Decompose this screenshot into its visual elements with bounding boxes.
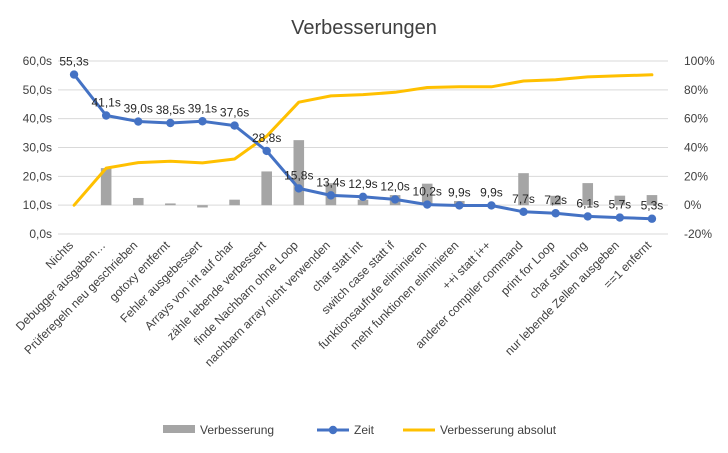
bar (421, 183, 433, 206)
left-tick-label: 60,0s (23, 54, 52, 68)
zeit-point (294, 184, 303, 193)
zeit-data-label: 5,7s (608, 198, 631, 212)
left-tick-label: 50,0s (23, 83, 52, 97)
zeit-point (69, 70, 79, 79)
bar (261, 171, 272, 206)
zeit-data-label: 10,2s (413, 185, 442, 199)
right-tick-label: -20% (684, 227, 712, 241)
zeit-data-label: 5,3s (641, 199, 664, 213)
zeit-point (198, 117, 207, 126)
right-tick-label: 40% (684, 141, 708, 155)
bar (518, 173, 529, 206)
legend-label: Zeit (354, 423, 375, 437)
zeit-point (551, 209, 560, 218)
bar (582, 183, 594, 206)
zeit-point (647, 214, 657, 223)
zeit-data-label: 13,4s (316, 175, 345, 189)
right-tick-label: 100% (684, 54, 715, 68)
zeit-point (519, 207, 528, 216)
zeit-point (101, 111, 111, 120)
zeit-data-label: 39,1s (188, 101, 217, 115)
zeit-data-label: 55,3s (59, 55, 88, 69)
legend-item: Zeit (317, 423, 375, 437)
zeit-data-label: 6,1s (576, 196, 599, 210)
left-tick-label: 10,0s (23, 198, 52, 212)
zeit-point (583, 212, 592, 221)
legend: Verbesserung Zeit Verbesserung absolut (163, 423, 557, 437)
legend-label: Verbesserung (200, 423, 274, 437)
legend-label: Verbesserung absolut (440, 423, 557, 437)
left-tick-label: 20,0s (23, 169, 52, 183)
zeit-data-label: 12,9s (348, 177, 377, 191)
bar (165, 203, 176, 206)
bar (357, 199, 369, 206)
left-axis: 0,0s 10,0s 20,0s 30,0s 40,0s 50,0s 60,0s (23, 54, 52, 241)
zeit-point (615, 213, 625, 222)
zeit-data-label: 37,6s (220, 106, 249, 120)
zeit-point (487, 201, 496, 210)
bar (229, 199, 240, 206)
zeit-point (230, 121, 239, 130)
zeit-data-label: 41,1s (91, 95, 120, 109)
bar (100, 168, 112, 206)
right-tick-label: 80% (684, 83, 708, 97)
bar (614, 195, 626, 206)
bar (293, 140, 305, 206)
bar (197, 205, 208, 208)
right-tick-label: 20% (684, 169, 708, 183)
left-tick-label: 40,0s (23, 112, 52, 126)
zeit-data-label: 38,5s (156, 103, 185, 117)
right-axis: -20% 0% 20% 40% 60% 80% 100% (684, 54, 715, 241)
zeit-data-label: 7,7s (512, 192, 535, 206)
zeit-data-label: 28,8s (252, 131, 281, 145)
zeit-point (358, 192, 368, 202)
zeit-data-label: 9,9s (448, 185, 471, 199)
left-tick-label: 30,0s (23, 141, 52, 155)
zeit-point (326, 191, 336, 200)
legend-marker (328, 425, 338, 435)
zeit-data-label: 7,2s (544, 193, 567, 207)
gridlines (58, 60, 668, 235)
bar (132, 197, 144, 206)
bar (550, 195, 561, 206)
line-series (69, 70, 657, 223)
legend-item: Verbesserung absolut (403, 423, 557, 437)
legend-swatch (163, 425, 195, 433)
zeit-data-label: 15,8s (284, 168, 313, 182)
zeit-data-label: 9,9s (480, 185, 503, 199)
zeit-point (134, 117, 143, 126)
verbesserung-absolut-line (72, 73, 654, 207)
zeit-data-label: 12,0s (380, 179, 409, 193)
zeit-data-label: 39,0s (124, 102, 153, 116)
bar (646, 195, 658, 206)
zeit-point (455, 201, 464, 210)
zeit-point (262, 146, 271, 156)
right-tick-label: 60% (684, 112, 708, 126)
zeit-point (390, 195, 400, 204)
right-tick-label: 0% (684, 198, 702, 212)
chart-title: Verbesserungen (291, 17, 437, 39)
legend-item: Verbesserung (163, 423, 274, 437)
left-tick-label: 0,0s (29, 227, 52, 241)
zeit-point (166, 118, 175, 128)
zeit-point (423, 200, 432, 209)
